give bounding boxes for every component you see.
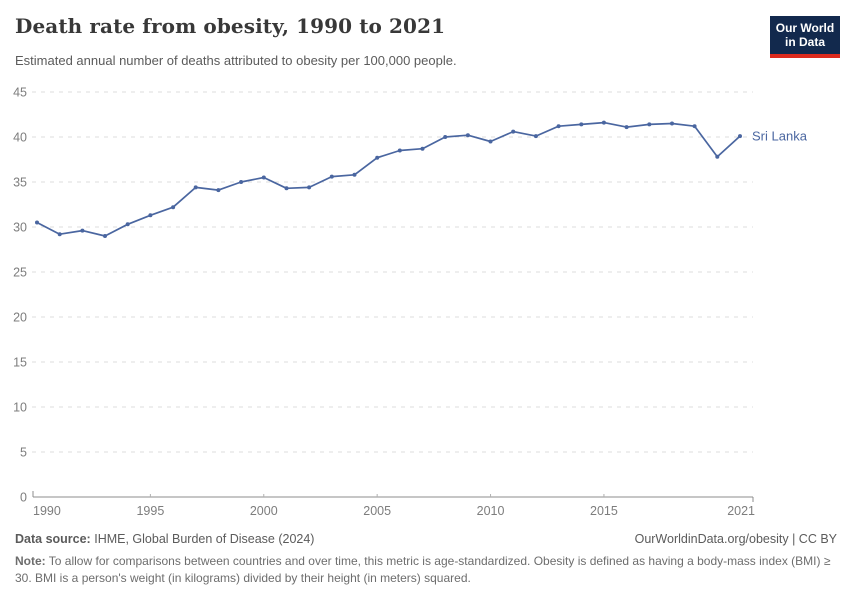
x-tick-label: 2021 <box>727 504 755 518</box>
data-point <box>420 146 425 151</box>
data-point <box>261 175 266 180</box>
data-point <box>239 180 244 184</box>
source-row: Data source: IHME, Global Burden of Dise… <box>15 532 837 546</box>
data-point <box>352 172 357 177</box>
x-tick-label: 2015 <box>590 504 618 518</box>
y-tick-label: 35 <box>13 176 27 190</box>
y-tick-label: 0 <box>20 491 27 505</box>
x-tick-label: 2000 <box>250 504 278 518</box>
logo-text-line1: Our World <box>775 21 835 35</box>
line-chart: 0 5 10 15 20 25 30 35 40 45 1990 1995 2000 2005 2010 20… <box>13 86 808 519</box>
data-point <box>601 120 606 125</box>
data-point <box>579 122 584 127</box>
data-point <box>624 125 629 130</box>
data-point <box>171 205 176 210</box>
data-point <box>307 185 312 190</box>
y-tick-label: 30 <box>13 221 27 235</box>
y-tick-label: 10 <box>13 401 27 415</box>
data-point <box>533 134 538 139</box>
y-tick-label: 20 <box>13 311 27 325</box>
data-point <box>670 121 674 126</box>
data-point <box>375 155 380 160</box>
owid-logo: Our World in Data <box>770 16 840 58</box>
data-point <box>647 122 652 127</box>
data-point <box>80 228 85 233</box>
footer: Data source: IHME, Global Burden of Dise… <box>15 532 837 588</box>
data-point <box>284 186 289 191</box>
y-tick-label: 40 <box>13 131 27 145</box>
data-point <box>443 135 448 139</box>
note-text: Note: To allow for comparisons between c… <box>15 553 837 588</box>
note-body: To allow for comparisons between countri… <box>15 554 831 586</box>
data-point <box>738 134 742 139</box>
data-point <box>556 124 561 129</box>
attribution-link[interactable]: OurWorldinData.org/obesity | CC BY <box>634 532 837 546</box>
data-point <box>488 139 493 144</box>
data-source-text: IHME, Global Burden of Disease (2024) <box>94 532 315 546</box>
series-line-sri-lanka <box>36 121 741 237</box>
data-point <box>715 154 720 159</box>
data-source-line: Data source: IHME, Global Burden of Dise… <box>15 532 314 546</box>
data-point <box>216 188 221 193</box>
data-point <box>193 185 198 190</box>
y-tick-label: 15 <box>13 356 27 370</box>
page-title: Death rate from obesity, 1990 to 2021 <box>15 14 446 38</box>
chart-subtitle: Estimated annual number of deaths attrib… <box>15 53 457 68</box>
x-tick-label: 1990 <box>33 504 61 518</box>
y-tick-label: 45 <box>13 86 27 100</box>
logo-text-line2: in Data <box>784 35 825 50</box>
data-point <box>329 174 334 179</box>
data-point <box>35 220 39 225</box>
x-tick-label: 2010 <box>477 504 505 518</box>
data-point <box>125 222 130 227</box>
x-tick-label: 2005 <box>363 504 391 518</box>
data-point <box>57 232 62 237</box>
data-point <box>465 133 470 138</box>
y-tick-label: 5 <box>20 446 27 460</box>
note-label: Note: <box>15 554 46 568</box>
y-tick-label: 25 <box>13 266 27 280</box>
x-tick-label: 1995 <box>136 504 164 518</box>
data-source-label: Data source: <box>15 532 91 546</box>
data-point <box>511 129 516 134</box>
data-point <box>692 124 697 129</box>
data-point <box>397 148 402 153</box>
data-point <box>103 234 107 238</box>
data-point <box>148 213 153 218</box>
series-end-label: Sri Lanka <box>752 129 808 144</box>
